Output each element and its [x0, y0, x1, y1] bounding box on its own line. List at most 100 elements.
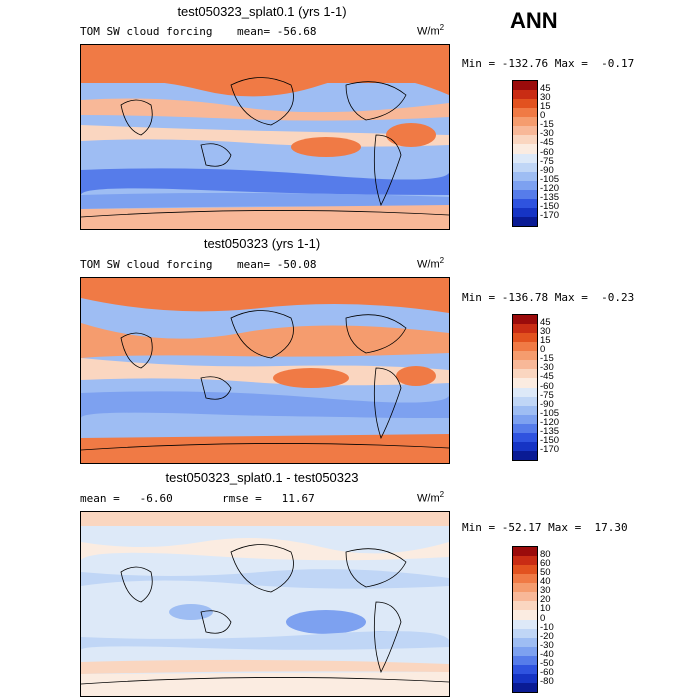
panel1-colorbar-labels: 45 30 15 0 -15 -30 -45 -60 -75 -90 -105 -120 -135 -15…	[540, 80, 590, 225]
panel3-units: W/m2	[417, 490, 444, 505]
colorbar-swatch	[513, 646, 537, 656]
panel1-field-label: TOM SW cloud forcing	[80, 25, 213, 38]
colorbar-swatch	[513, 369, 537, 379]
colorbar-tick-label: -45	[540, 371, 554, 383]
season-label: ANN	[510, 8, 558, 33]
panel2-contour-plot	[81, 278, 449, 463]
colorbar-tick-label: 15	[540, 335, 551, 347]
colorbar-tick-label: -150	[540, 200, 560, 212]
colorbar-tick-label: 45	[540, 83, 551, 95]
panel1-title: test050323_splat0.1 (yrs 1-1)	[177, 4, 347, 19]
colorbar-swatch	[513, 171, 537, 181]
colorbar-swatch	[513, 333, 537, 343]
colorbar-swatch	[513, 619, 537, 629]
panel3-minmax: Min = -52.17 Max = 17.30	[462, 521, 628, 534]
colorbar-swatch	[513, 351, 537, 361]
panel2-minmax: Min = -136.78 Max = -0.23	[462, 291, 635, 304]
colorbar-swatch	[513, 189, 537, 199]
panel3-map	[80, 511, 450, 697]
panel2-mean: mean= -50.08	[237, 258, 317, 271]
panel2-title: test050323 (yrs 1-1)	[203, 236, 321, 251]
panel2-units-base: W/m	[417, 258, 440, 271]
colorbar-swatch	[513, 378, 537, 388]
colorbar-swatch	[513, 637, 537, 647]
colorbar-swatch	[513, 673, 537, 683]
colorbar-swatch	[513, 628, 537, 638]
colorbar-swatch	[513, 556, 537, 566]
colorbar-swatch	[513, 547, 537, 557]
colorbar-tick-label: -15	[540, 353, 554, 365]
colorbar-tick-label: 60	[540, 558, 551, 570]
colorbar-tick-label: 80	[540, 549, 551, 561]
colorbar-swatch	[513, 610, 537, 620]
colorbar-swatch	[513, 126, 537, 136]
colorbar-tick-label: -135	[540, 425, 560, 437]
panel1-mean: mean= -56.68	[237, 25, 317, 38]
panel2-colorbar-labels: 45 30 15 0 -15 -30 -45 -60 -75 -90 -105 -120 -135 -15…	[540, 314, 590, 459]
colorbar-tick-label: 0	[540, 344, 546, 356]
colorbar-tick-label: 0	[540, 612, 546, 624]
colorbar-swatch	[513, 565, 537, 575]
colorbar-swatch	[513, 360, 537, 370]
colorbar-swatch	[513, 396, 537, 406]
panel3-mean: mean = -6.60	[80, 492, 173, 505]
colorbar-swatch	[513, 108, 537, 118]
panel1-contour-plot	[81, 45, 449, 229]
colorbar-tick-label: -50	[540, 657, 554, 669]
colorbar-tick-label: -60	[540, 146, 554, 158]
colorbar-swatch	[513, 180, 537, 190]
colorbar-swatch	[513, 216, 537, 226]
panel2-colorbar	[512, 314, 538, 461]
panel2-units-exp: 2	[439, 256, 445, 265]
panel2-field-label: TOM SW cloud forcing	[80, 258, 213, 271]
colorbar-tick-label: -15	[540, 119, 554, 131]
colorbar-swatch	[513, 441, 537, 451]
colorbar-tick-label: -150	[540, 434, 560, 446]
colorbar-swatch	[513, 432, 537, 442]
colorbar-tick-label: 30	[540, 92, 551, 104]
colorbar-swatch	[513, 162, 537, 172]
colorbar-tick-label: -75	[540, 389, 554, 401]
colorbar-swatch	[513, 405, 537, 415]
colorbar-swatch	[513, 324, 537, 334]
colorbar-tick-label: 0	[540, 110, 546, 122]
colorbar-tick-label: 30	[540, 326, 551, 338]
panel1-minmax: Min = -132.76 Max = -0.17	[462, 57, 635, 70]
colorbar-tick-label: 30	[540, 585, 551, 597]
colorbar-tick-label: -170	[540, 443, 560, 455]
colorbar-swatch	[513, 153, 537, 163]
panel3-units-base: W/m	[417, 492, 440, 505]
panel3-title: test050323_splat0.1 - test050323	[165, 470, 359, 485]
colorbar-swatch	[513, 315, 537, 325]
colorbar-swatch	[513, 592, 537, 602]
colorbar-tick-label: -135	[540, 191, 560, 203]
colorbar-tick-label: -20	[540, 630, 554, 642]
colorbar-tick-label: -120	[540, 182, 560, 194]
colorbar-swatch	[513, 198, 537, 208]
panel2-map	[80, 277, 450, 464]
colorbar-tick-label: -45	[540, 137, 554, 149]
colorbar-swatch	[513, 387, 537, 397]
colorbar-swatch	[513, 601, 537, 611]
colorbar-tick-label: 40	[540, 576, 551, 588]
panel1-units-exp: 2	[439, 23, 445, 32]
colorbar-swatch	[513, 583, 537, 593]
colorbar-swatch	[513, 90, 537, 100]
colorbar-tick-label: -90	[540, 398, 554, 410]
colorbar-swatch	[513, 81, 537, 91]
colorbar-swatch	[513, 342, 537, 352]
colorbar-tick-label: -120	[540, 416, 560, 428]
colorbar-swatch	[513, 655, 537, 665]
colorbar-swatch	[513, 574, 537, 584]
colorbar-swatch	[513, 682, 537, 692]
panel2-units: W/m2	[417, 256, 444, 271]
colorbar-swatch	[513, 144, 537, 154]
colorbar-swatch	[513, 135, 537, 145]
colorbar-tick-label: -40	[540, 648, 554, 660]
panel1-colorbar	[512, 80, 538, 227]
colorbar-swatch	[513, 664, 537, 674]
colorbar-tick-label: -30	[540, 362, 554, 374]
panel1-units: W/m2	[417, 23, 444, 38]
colorbar-tick-label: -80	[540, 675, 554, 687]
colorbar-tick-label: 50	[540, 567, 551, 579]
